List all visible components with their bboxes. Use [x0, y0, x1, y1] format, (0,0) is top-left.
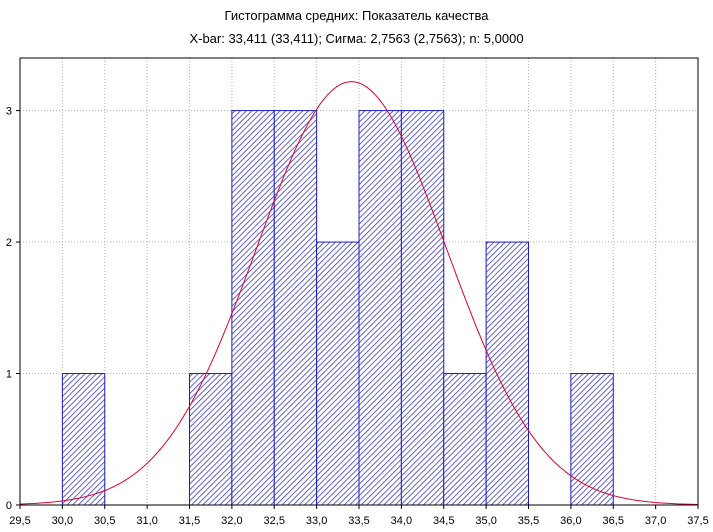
x-tick-label: 37,0	[645, 515, 666, 527]
x-tick-label: 32,5	[264, 515, 285, 527]
x-tick-label: 34,5	[433, 515, 454, 527]
x-tick-label: 31,0	[136, 515, 157, 527]
y-tick-label: 0	[6, 500, 12, 512]
x-tick-label: 33,5	[348, 515, 369, 527]
y-tick-label: 3	[6, 106, 12, 118]
histogram-bar	[316, 241, 360, 506]
x-tick-label: 35,5	[518, 515, 539, 527]
x-tick-label: 36,5	[603, 515, 624, 527]
histogram-bar	[273, 110, 318, 506]
x-tick-label: 35,0	[475, 515, 496, 527]
normal-curve	[19, 81, 699, 505]
histogram-bar	[443, 373, 487, 506]
chart-title: Гистограмма средних: Показатель качества	[224, 8, 489, 23]
y-tick-label: 2	[6, 237, 12, 249]
x-tick-label: 36,0	[560, 515, 581, 527]
histogram-bar	[231, 110, 275, 506]
x-tick-label: 31,5	[179, 515, 200, 527]
histogram-bar	[189, 373, 233, 506]
x-tick-label: 37,5	[687, 515, 708, 527]
x-tick-label: 33,0	[306, 515, 327, 527]
axes: 29,5 30,0 30,5 31,0 31,5 32,0 32,5 33,0 33,5 34,0…	[6, 106, 709, 527]
histogram-bar	[61, 373, 106, 506]
histogram-bar	[485, 241, 529, 506]
histogram-bar	[358, 110, 402, 506]
x-tick-label: 30,0	[52, 515, 73, 527]
y-tick-label: 1	[6, 369, 12, 381]
x-tick-label: 29,5	[9, 515, 30, 527]
histogram-bar	[570, 373, 614, 506]
bars	[61, 110, 614, 506]
histogram-bar	[400, 110, 445, 506]
chart-subtitle: X-bar: 33,411 (33,411); Сигма: 2,7563 (2…	[189, 31, 524, 46]
x-tick-label: 34,0	[391, 515, 412, 527]
x-tick-label: 30,5	[94, 515, 115, 527]
normal-curve-line	[19, 81, 699, 505]
x-tick-label: 32,0	[221, 515, 242, 527]
